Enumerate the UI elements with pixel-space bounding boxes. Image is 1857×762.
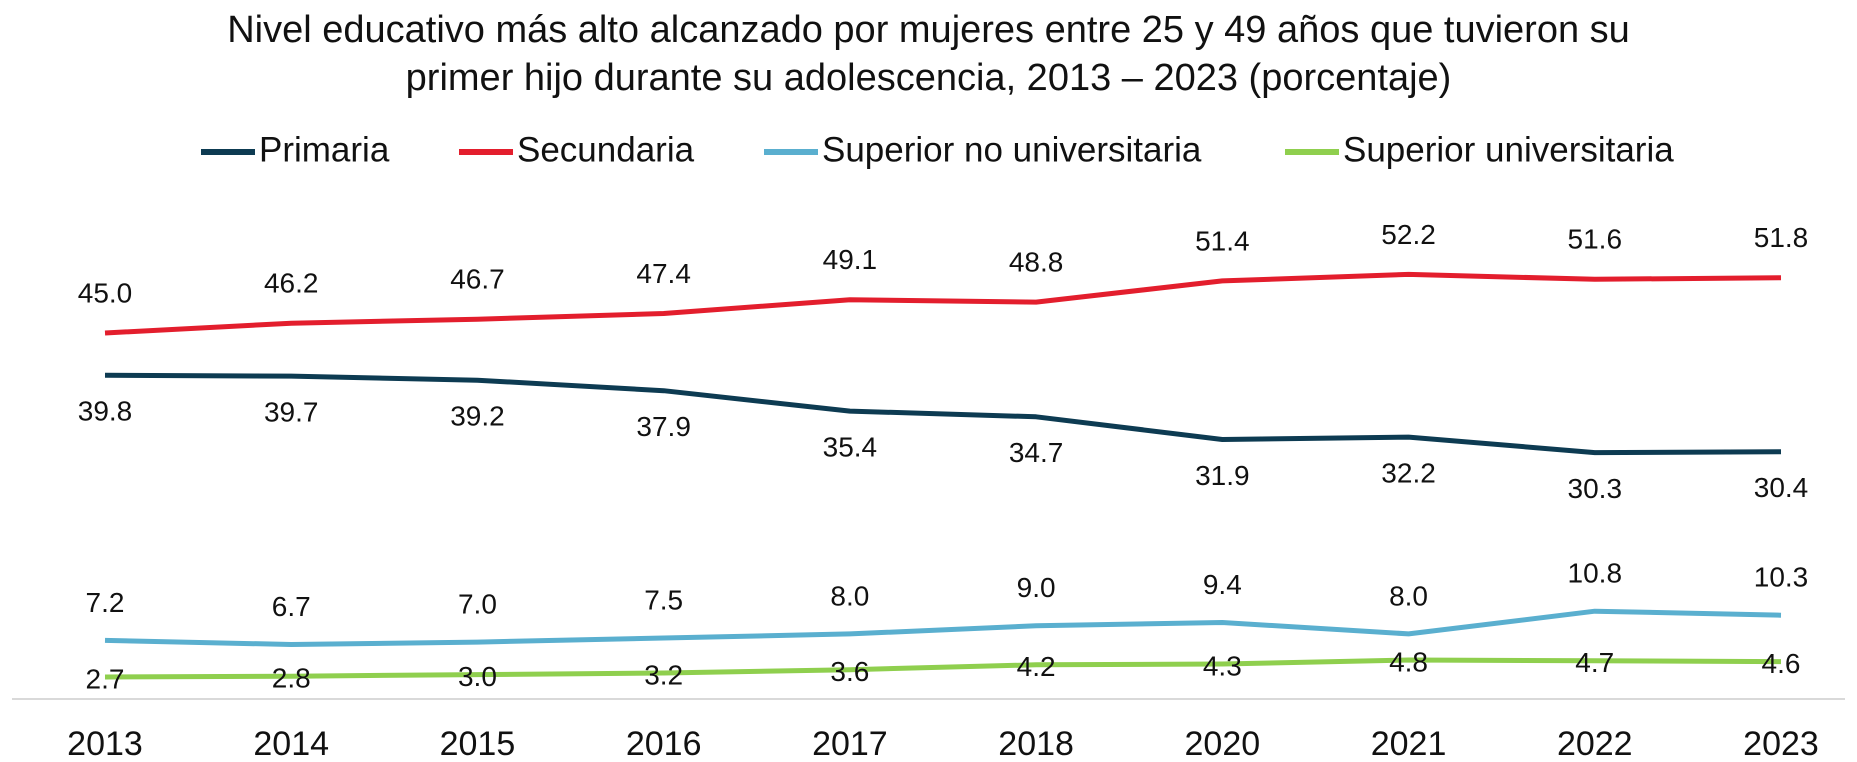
- data-label: 51.6: [1568, 224, 1623, 255]
- data-label: 3.0: [458, 661, 497, 692]
- data-label: 4.7: [1575, 647, 1614, 678]
- series-line: [104, 608, 1782, 647]
- legend-label: Superior universitaria: [1343, 130, 1674, 169]
- data-label: 10.8: [1568, 558, 1623, 589]
- data-label: 39.7: [264, 396, 319, 427]
- x-tick-label: 2021: [1371, 725, 1447, 762]
- data-label: 6.7: [272, 591, 311, 622]
- data-label: 35.4: [823, 431, 878, 462]
- x-tick-label: 2016: [626, 725, 702, 762]
- data-label: 39.8: [78, 396, 133, 427]
- data-label: 7.5: [644, 584, 683, 615]
- data-label: 4.6: [1762, 648, 1801, 679]
- legend-label: Superior no universitaria: [822, 130, 1202, 169]
- data-label: 7.0: [458, 588, 497, 619]
- chart-title: Nivel educativo más alto alcanzado por m…: [227, 9, 1630, 99]
- data-label: 30.3: [1568, 473, 1623, 504]
- data-label: 32.2: [1381, 457, 1436, 488]
- data-label: 47.4: [636, 258, 691, 289]
- data-label: 34.7: [1009, 437, 1064, 468]
- x-tick-label: 2023: [1743, 725, 1819, 762]
- data-label: 8.0: [1389, 580, 1428, 611]
- x-tick-label: 2015: [440, 725, 516, 762]
- legend-label: Primaria: [259, 130, 390, 169]
- data-label: 30.4: [1754, 472, 1809, 503]
- x-tick-label: 2013: [67, 725, 143, 762]
- data-label: 39.2: [450, 401, 505, 432]
- data-label: 9.0: [1017, 572, 1056, 603]
- data-label: 37.9: [636, 411, 691, 442]
- legend-label: Secundaria: [517, 130, 695, 169]
- data-label: 4.2: [1017, 651, 1056, 682]
- series-line: [104, 271, 1782, 336]
- data-label: 49.1: [823, 244, 878, 275]
- data-label: 4.8: [1389, 646, 1428, 677]
- data-label: 3.2: [644, 659, 683, 690]
- chart-title-box: Nivel educativo más alto alcanzado por m…: [0, 6, 1857, 102]
- data-label: 9.4: [1203, 569, 1242, 600]
- data-label: 51.4: [1195, 225, 1250, 256]
- data-label: 4.3: [1203, 650, 1242, 681]
- data-label: 8.0: [830, 580, 869, 611]
- x-tick-label: 2018: [998, 725, 1074, 762]
- data-label: 3.6: [830, 656, 869, 687]
- series-line: [104, 372, 1782, 456]
- data-label: 46.7: [450, 264, 505, 295]
- data-label: 2.8: [272, 663, 311, 694]
- data-label: 46.2: [264, 268, 319, 299]
- data-label: 2.7: [86, 663, 125, 694]
- data-label: 45.0: [78, 277, 133, 308]
- x-tick-label: 2022: [1557, 725, 1633, 762]
- data-label: 52.2: [1381, 219, 1436, 250]
- data-label: 7.2: [86, 587, 125, 618]
- series-line: [104, 657, 1782, 680]
- x-tick-label: 2014: [253, 725, 329, 762]
- data-label: 48.8: [1009, 246, 1064, 277]
- data-label: 10.3: [1754, 562, 1809, 593]
- x-tick-label: 2020: [1185, 725, 1261, 762]
- x-tick-label: 2017: [812, 725, 888, 762]
- data-label: 51.8: [1754, 222, 1809, 253]
- data-label: 31.9: [1195, 460, 1250, 491]
